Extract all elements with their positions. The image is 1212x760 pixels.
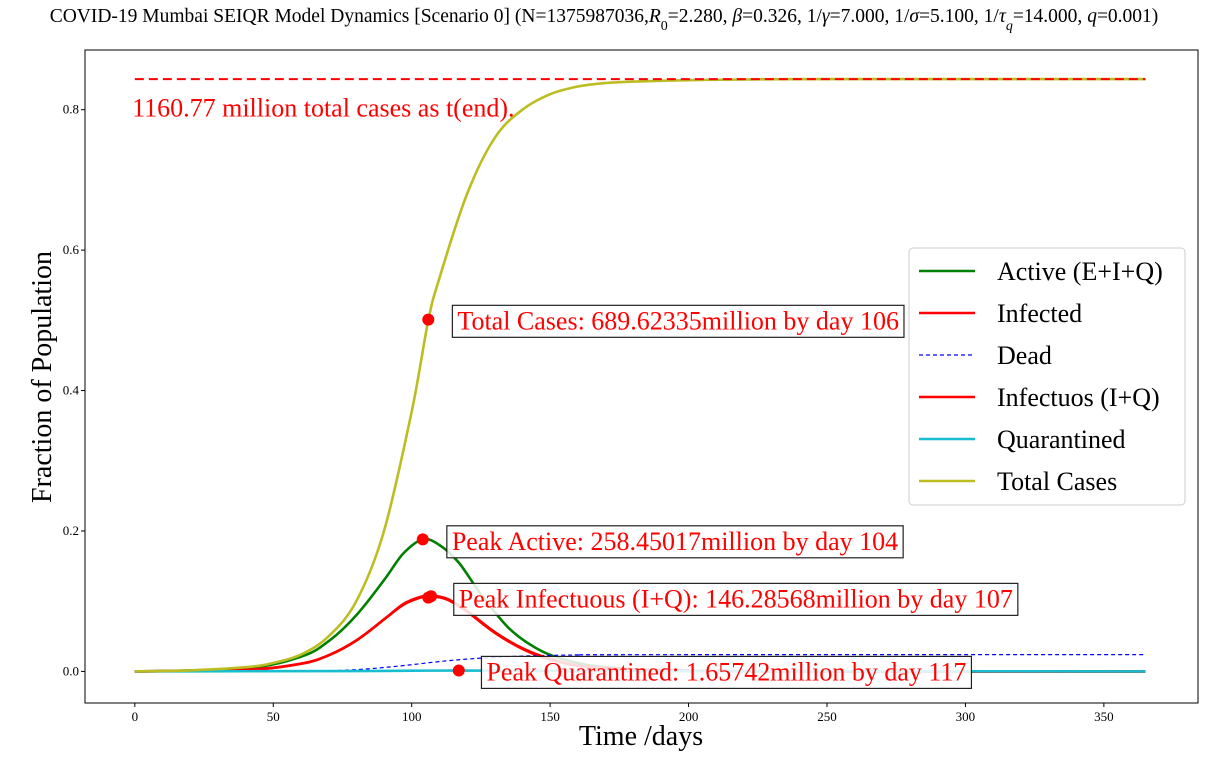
title-part: β [731,6,742,27]
title-part: σ [909,6,920,27]
annotation: Peak Active: 258.45017million by day 104 [446,525,904,559]
x-tick-label: 0 [132,709,139,724]
y-tick-label: 0.2 [63,523,79,538]
x-tick-label: 200 [679,709,699,724]
title-part: =2.280, [668,6,733,27]
title-part: R [648,6,661,27]
x-axis-ticks: 0 50 100 150 200 250 300 350 [132,703,1114,724]
y-tick-label: 0.6 [63,242,80,257]
annotation: Total Cases: 689.62335million by day 106 [451,304,905,338]
title-part: =7.000, 1/ [830,6,910,27]
y-tick-label: 0.0 [63,663,79,678]
annotation-text: Peak Quarantined: 1.65742million by day … [486,657,966,686]
plot-frame [84,49,1199,704]
annotation-box [480,655,973,690]
annotation: Peak Infectuous (I+Q): 146.28568million … [453,582,1019,616]
annotation: 1160.77 million total cases as t(end). [132,94,514,123]
y-axis-ticks: 0.0 0.2 0.4 0.6 0.8 [63,102,85,678]
series-line-total-cases [134,77,1146,673]
title-part: =14.000, [1013,6,1087,27]
legend: Active (E+I+Q) Infected Dead Infectuos (I+Q… [908,247,1186,506]
annotation-text: Peak Infectuous (I+Q): 146.28568million … [459,584,1013,613]
title-part: q [1087,6,1097,27]
x-axis-label: Time /days [579,721,703,752]
y-tick-label: 0.8 [63,102,79,117]
x-tick-label: 100 [402,709,422,724]
title-part: =0.326, 1/ [742,6,822,27]
x-tick-label: 150 [540,709,560,724]
markers-layer [416,313,465,677]
legend-label: Active (E+I+Q) [997,257,1163,286]
y-axis-label: Fraction of Population [27,251,58,503]
annotation-box [451,304,905,338]
legend-label: Infected [997,299,1082,328]
title-part: =0.001) [1097,6,1158,27]
x-tick-label: 250 [817,709,837,724]
peak-marker [422,313,435,326]
title-part: =5.100, 1/ [919,6,999,27]
legend-label: Dead [997,341,1052,370]
annotation-box [453,582,1019,616]
annotation-text: Total Cases: 689.62335million by day 106 [457,306,899,335]
annotation-text: Peak Active: 258.45017million by day 104 [452,527,898,556]
annotation: Peak Quarantined: 1.65742million by day … [480,655,973,690]
y-tick-label: 0.4 [63,383,80,398]
peak-marker [416,533,429,546]
peak-marker [425,590,438,603]
title-part: γ [822,6,831,27]
title-part: 0 [661,19,668,34]
x-tick-label: 50 [267,709,280,724]
series-line-dead [134,654,1146,672]
annotation-text: 1160.77 million total cases as t(end). [132,94,514,123]
annotations-layer: 1160.77 million total cases as t(end). To… [132,94,1019,690]
title-part: q [1006,19,1013,34]
legend-label: Total Cases [997,467,1117,496]
chart-title: COVID-19 Mumbai SEIQR Model Dynamics [Sc… [50,6,1159,34]
title-part: τ [999,6,1007,27]
legend-label: Quarantined [997,425,1126,454]
x-tick-label: 350 [1094,709,1114,724]
annotation-box [446,525,904,559]
x-tick-label: 300 [956,709,976,724]
peak-marker [452,664,465,677]
title-part: COVID-19 Mumbai SEIQR Model Dynamics [Sc… [50,6,649,27]
legend-label: Infectuos (I+Q) [997,383,1160,412]
legend-box [908,247,1186,506]
